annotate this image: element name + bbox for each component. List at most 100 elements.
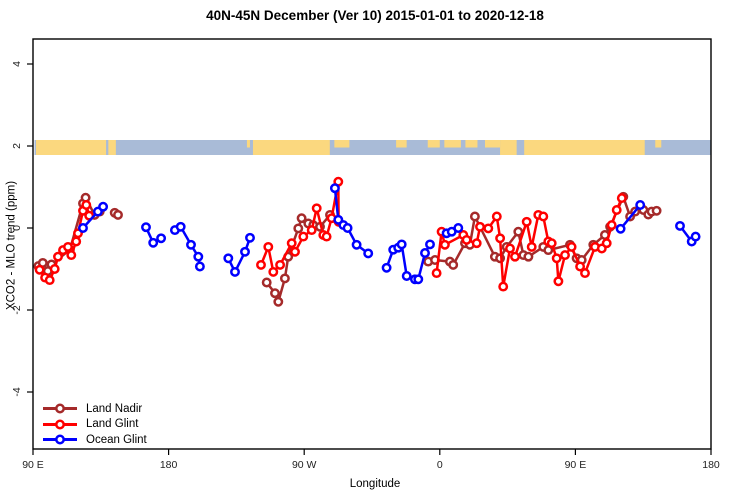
- series-line: [37, 196, 101, 273]
- series-line: [227, 236, 252, 274]
- map-strip-land-patch: [427, 140, 440, 148]
- data-point-marker: [223, 253, 234, 264]
- data-point-marker: [381, 262, 392, 273]
- data-point-marker: [268, 266, 279, 277]
- data-point-marker: [491, 211, 502, 222]
- data-point-marker: [513, 226, 524, 237]
- data-point-marker: [175, 221, 186, 232]
- data-point-marker: [431, 268, 442, 279]
- data-point-marker: [526, 241, 537, 252]
- data-point-marker: [616, 193, 627, 204]
- data-point-marker: [81, 200, 92, 210]
- data-point-marker: [495, 233, 506, 244]
- y-tick-label: 0: [11, 225, 23, 231]
- data-point-marker: [156, 233, 167, 244]
- data-point-marker: [311, 203, 322, 214]
- legend-marker-icon: [43, 434, 77, 445]
- data-point-marker: [261, 277, 272, 288]
- data-point-marker: [34, 264, 45, 275]
- data-point-marker: [615, 223, 626, 234]
- data-point-marker: [505, 243, 515, 254]
- legend-marker-icon: [43, 403, 77, 414]
- data-point-marker: [186, 239, 196, 250]
- data-point-marker: [256, 259, 266, 270]
- data-point-marker: [453, 223, 464, 233]
- data-point-marker: [193, 251, 204, 262]
- data-point-marker: [510, 251, 520, 262]
- data-point-marker: [49, 264, 60, 274]
- data-point-marker: [475, 221, 485, 232]
- x-tick-label: 90 W: [292, 459, 317, 471]
- data-point-marker: [351, 239, 362, 250]
- data-point-marker: [521, 216, 532, 227]
- x-tick-label: 90 E: [565, 459, 587, 471]
- data-point-marker: [279, 273, 290, 284]
- data-point-marker: [538, 211, 549, 222]
- data-point-marker: [148, 237, 159, 248]
- x-tick-label: 0: [437, 459, 443, 471]
- data-point-marker: [230, 266, 240, 277]
- map-strip-land-patch: [396, 140, 407, 148]
- data-point-marker: [675, 220, 685, 231]
- legend-marker-icon: [43, 419, 77, 430]
- data-point-marker: [396, 239, 407, 250]
- y-tick-label: -4: [11, 387, 23, 396]
- data-point-marker: [66, 250, 77, 261]
- legend-item: Land Nadir: [40, 401, 147, 417]
- legend-item: Ocean Glint: [40, 432, 147, 448]
- data-point-marker: [194, 261, 205, 272]
- data-point-marker: [141, 222, 151, 233]
- data-point-marker: [471, 238, 482, 249]
- legend-item-label: Land Glint: [86, 418, 139, 431]
- plot-border: [32, 38, 712, 450]
- map-strip-land-segment: [36, 140, 107, 155]
- data-point-marker: [560, 250, 570, 261]
- x-axis-label: Longitude: [349, 478, 401, 490]
- data-point-marker: [98, 201, 109, 212]
- map-strip-land-segment: [500, 140, 517, 155]
- data-point-marker: [601, 238, 612, 249]
- data-point-marker: [606, 220, 617, 231]
- x-tick-label: 90 E: [22, 459, 44, 471]
- map-strip-land-segment: [108, 140, 116, 155]
- data-point-marker: [580, 268, 590, 279]
- data-point-marker: [469, 211, 480, 222]
- map-strip-land-patch: [655, 140, 662, 148]
- data-point-marker: [448, 259, 459, 270]
- map-strip-land-segment: [524, 140, 645, 155]
- data-point-marker: [245, 232, 255, 243]
- chart-title: 40N-45N December (Ver 10) 2015-01-01 to …: [206, 8, 544, 23]
- data-point-marker: [611, 205, 622, 215]
- map-strip-land-segment: [252, 140, 330, 155]
- data-point-marker: [420, 248, 430, 258]
- data-point-marker: [329, 183, 340, 194]
- map-strip-land-patch: [485, 140, 501, 148]
- legend-item-label: Land Nadir: [86, 402, 143, 415]
- y-tick-label: -2: [11, 305, 23, 314]
- data-point-marker: [551, 253, 562, 264]
- data-point-marker: [425, 239, 435, 250]
- map-strip-land-patch: [465, 140, 478, 148]
- legend-item: Land Glint: [40, 417, 147, 433]
- data-point-marker: [342, 223, 353, 233]
- data-point-marker: [553, 276, 564, 287]
- data-point-marker: [240, 246, 250, 257]
- data-point-marker: [523, 251, 534, 262]
- map-strip-land-patch: [444, 140, 461, 148]
- data-point-marker: [275, 259, 286, 270]
- data-point-marker: [566, 241, 577, 252]
- data-point-marker: [635, 200, 646, 210]
- data-point-marker: [363, 248, 374, 259]
- data-point-marker: [439, 239, 450, 250]
- data-point-marker: [690, 231, 701, 242]
- series-line: [619, 203, 642, 231]
- legend-item-label: Ocean Glint: [86, 433, 147, 446]
- data-point-marker: [413, 274, 424, 285]
- data-point-marker: [44, 275, 55, 286]
- map-strip-land-patch: [334, 140, 350, 148]
- data-point-marker: [306, 225, 317, 236]
- x-tick-label: 180: [160, 459, 178, 471]
- data-point-marker: [321, 231, 332, 242]
